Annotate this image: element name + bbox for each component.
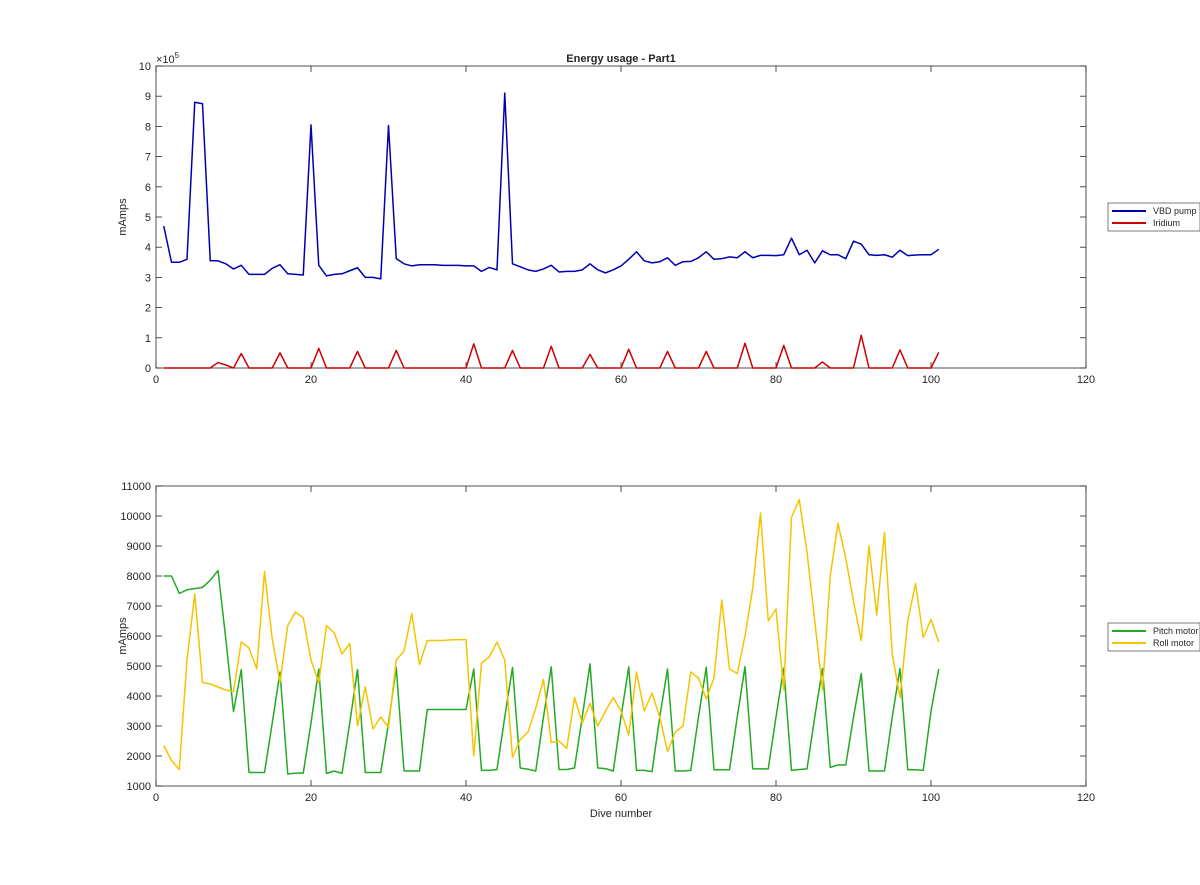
series-roll-motor bbox=[163, 498, 940, 771]
y-tick-label: 10 bbox=[139, 61, 151, 73]
plot-area bbox=[155, 485, 1087, 787]
x-tick-label: 120 bbox=[1077, 374, 1095, 386]
series-line bbox=[163, 498, 940, 771]
y-exponent-power: 5 bbox=[175, 51, 180, 60]
y-tick-label: 0 bbox=[145, 363, 151, 375]
y-tick-label: 11000 bbox=[121, 481, 151, 493]
y-exponent-base: ×10 bbox=[156, 54, 175, 66]
plot-area bbox=[155, 65, 1087, 369]
series-line bbox=[163, 569, 940, 775]
series-pitch-motor bbox=[163, 569, 940, 775]
legend-label: Iridium bbox=[1153, 218, 1180, 228]
y-tick-label: 9 bbox=[145, 91, 151, 103]
y-tick-label: 2 bbox=[145, 303, 151, 315]
x-tick-label: 0 bbox=[153, 374, 159, 386]
y-tick-label: 5 bbox=[145, 212, 151, 224]
x-tick-label: 80 bbox=[770, 374, 782, 386]
legend: Pitch motor Roll motor bbox=[1107, 622, 1200, 652]
y-tick-label: 8000 bbox=[127, 571, 151, 583]
x-tick-label: 40 bbox=[460, 792, 472, 804]
x-tick-label: 100 bbox=[922, 792, 940, 804]
x-tick-label: 40 bbox=[460, 374, 472, 386]
series-vbd-pump bbox=[163, 92, 940, 280]
y-tick-label: 1000 bbox=[127, 781, 151, 793]
y-tick-label: 2000 bbox=[127, 751, 151, 763]
y-axis-label: mAmps bbox=[117, 198, 129, 236]
legend: VBD pump Iridium bbox=[1107, 202, 1200, 232]
y-tick-label: 6000 bbox=[127, 631, 151, 643]
x-tick-label: 100 bbox=[922, 374, 940, 386]
legend-box bbox=[1107, 622, 1200, 652]
series-iridium bbox=[163, 334, 940, 369]
y-tick-label: 3 bbox=[145, 272, 151, 284]
y-tick-label: 7 bbox=[145, 152, 151, 164]
x-tick-label: 120 bbox=[1077, 792, 1095, 804]
y-tick-label: 4 bbox=[145, 242, 151, 254]
legend-box bbox=[1107, 202, 1200, 232]
x-tick-label: 60 bbox=[615, 792, 627, 804]
y-tick-label: 1 bbox=[145, 333, 151, 345]
y-tick-label: 7000 bbox=[127, 601, 151, 613]
y-tick-label: 4000 bbox=[127, 691, 151, 703]
series-line bbox=[163, 334, 940, 369]
legend-label: VBD pump bbox=[1153, 206, 1197, 216]
x-tick-label: 20 bbox=[305, 374, 317, 386]
y-tick-label: 5000 bbox=[127, 661, 151, 673]
x-tick-label: 60 bbox=[615, 374, 627, 386]
y-exponent-label: ×105 bbox=[156, 51, 180, 66]
x-tick-label: 80 bbox=[770, 792, 782, 804]
series-line bbox=[163, 92, 940, 280]
y-tick-label: 10000 bbox=[120, 511, 151, 523]
y-axis-label: mAmps bbox=[117, 617, 129, 655]
x-tick-label: 20 bbox=[305, 792, 317, 804]
x-axis-label: Dive number bbox=[590, 808, 653, 820]
chart-title: Energy usage - Part1 bbox=[566, 53, 675, 65]
legend-label: Roll motor bbox=[1153, 638, 1194, 648]
y-tick-label: 6 bbox=[145, 182, 151, 194]
x-tick-label: 0 bbox=[153, 792, 159, 804]
legend-label: Pitch motor bbox=[1153, 626, 1199, 636]
y-tick-label: 9000 bbox=[127, 541, 151, 553]
chart-motor-usage: 0 20 40 60 80 100 120 1000 2000 3000 4000 5000 6000 7… bbox=[117, 481, 1200, 820]
y-tick-label: 8 bbox=[145, 121, 151, 133]
y-tick-label: 3000 bbox=[127, 721, 151, 733]
